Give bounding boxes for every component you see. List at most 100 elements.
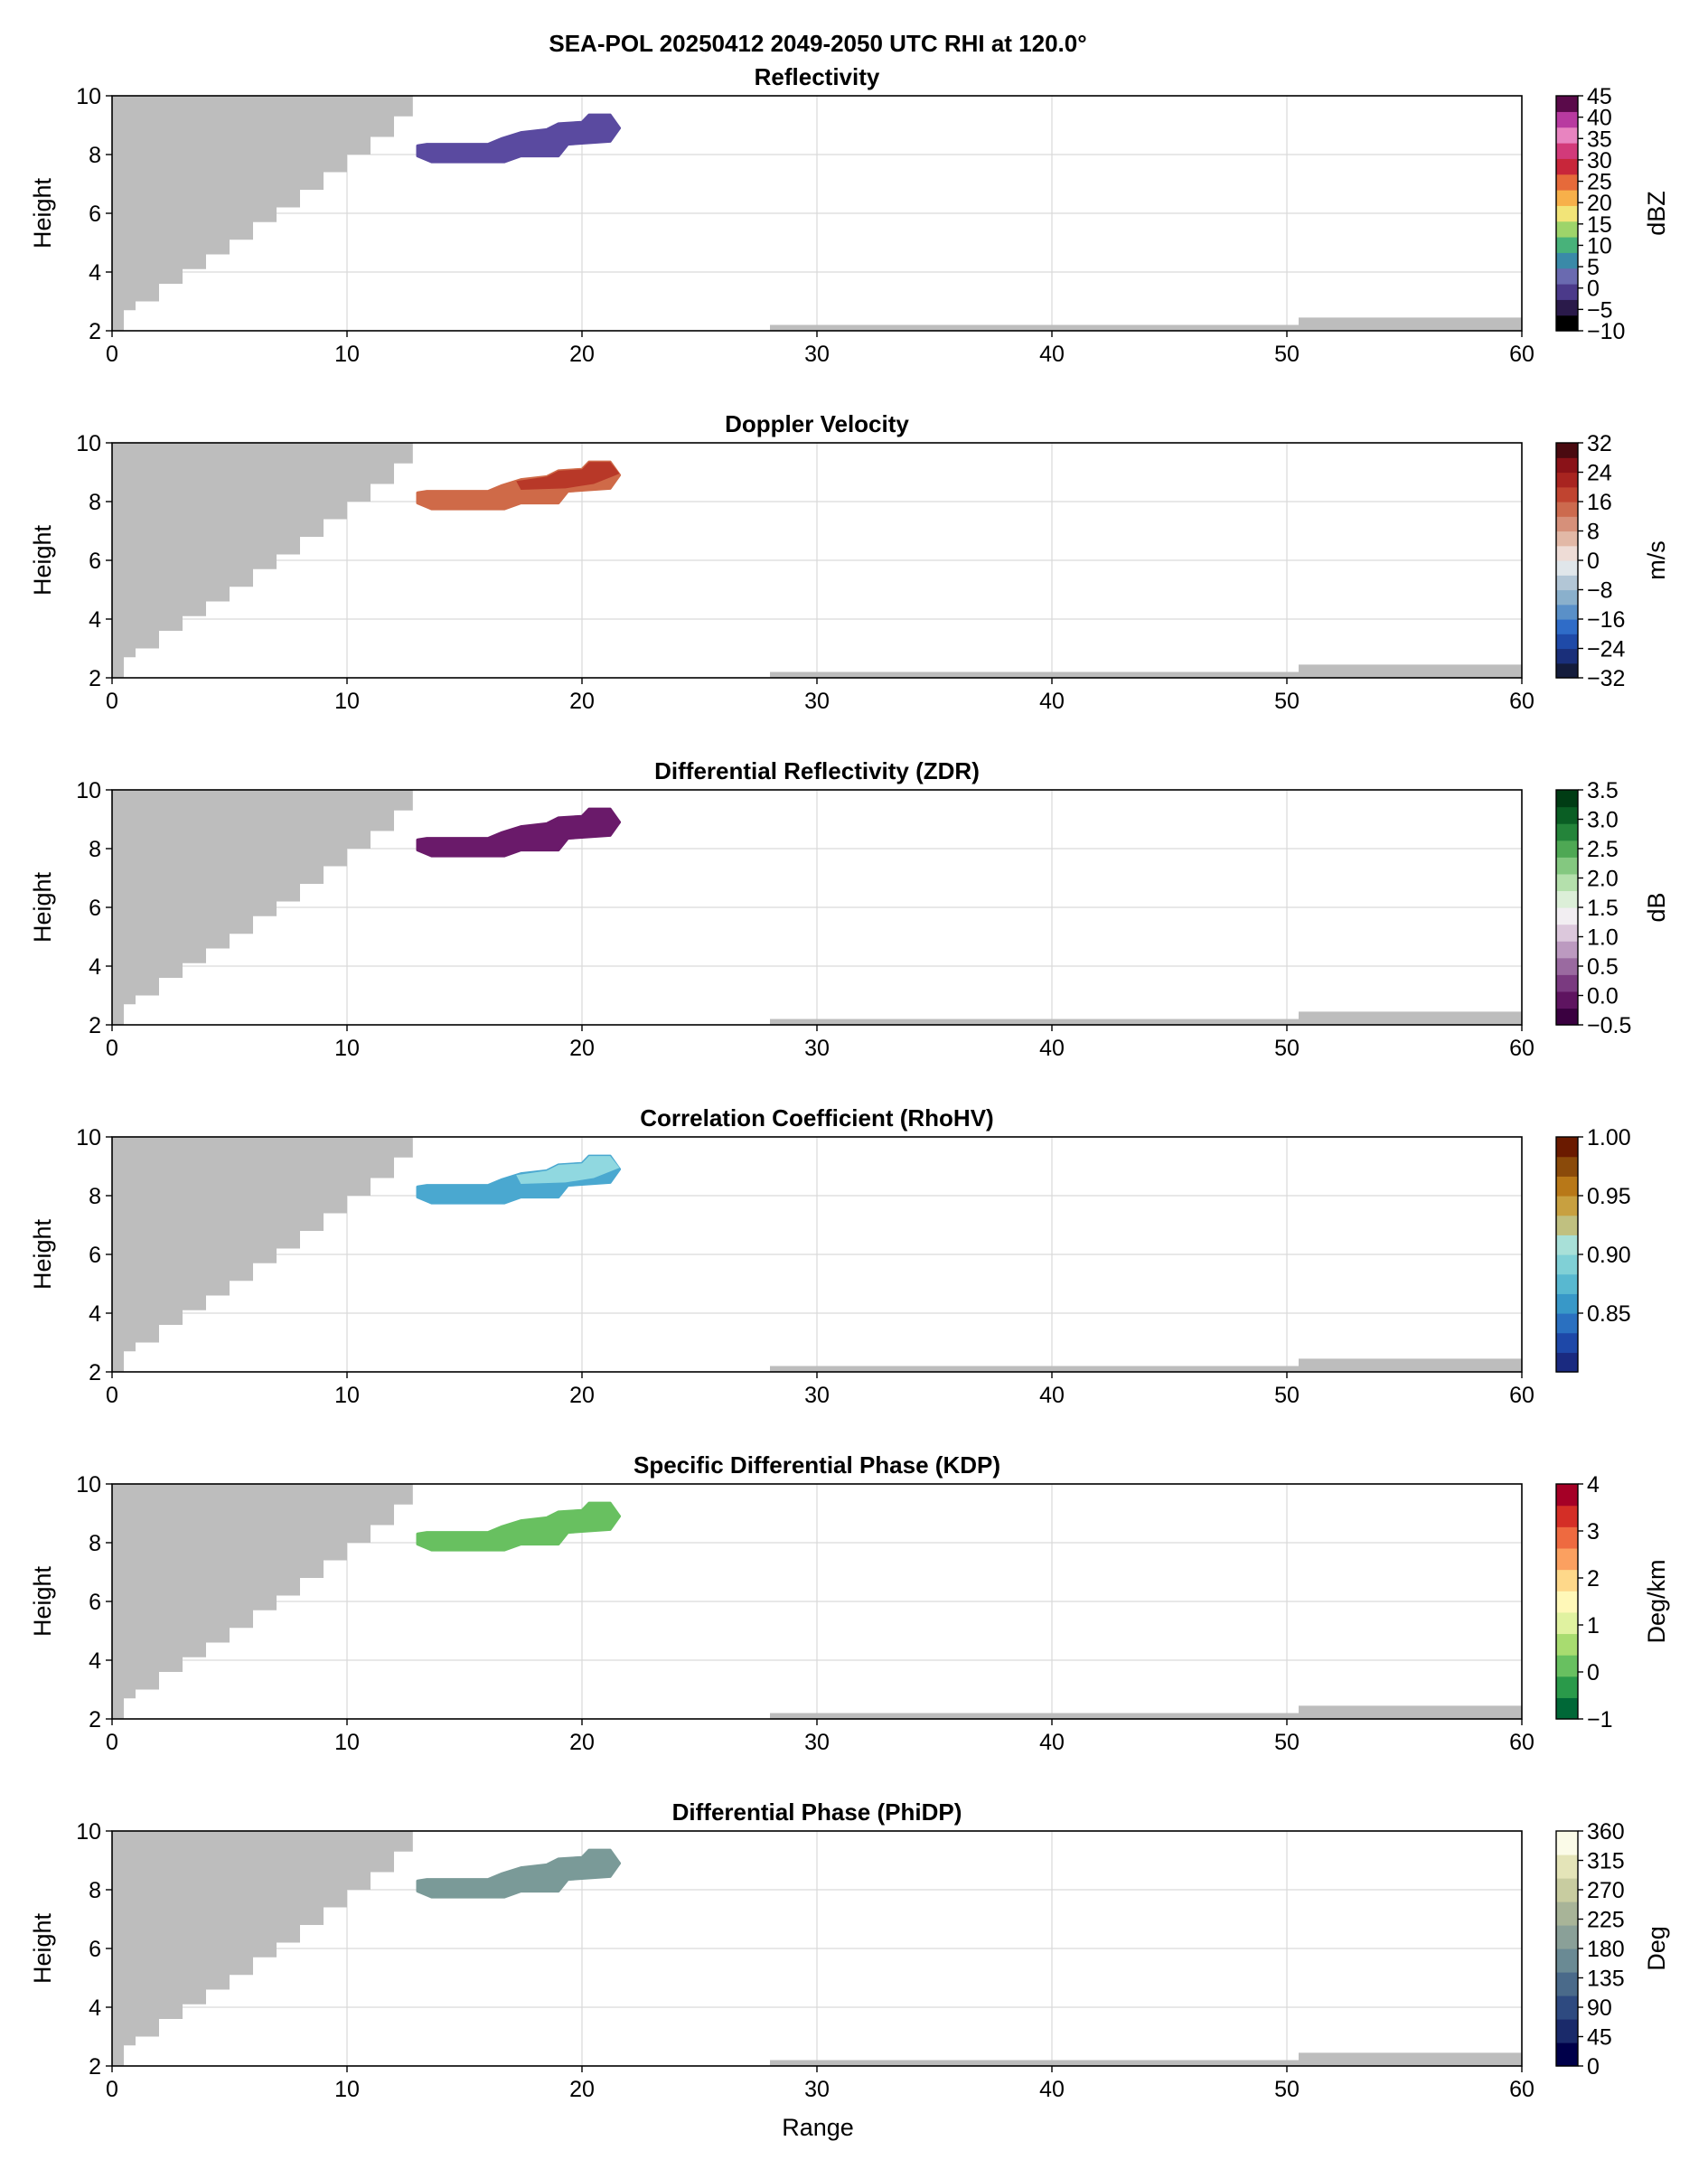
colorbar-segment xyxy=(1556,1526,1578,1549)
plot-area xyxy=(112,790,1522,1025)
colorbar-label: Deg/km xyxy=(1643,1559,1670,1643)
y-tick-label: 8 xyxy=(89,1878,101,1903)
y-tick-label: 4 xyxy=(89,954,101,980)
x-tick-label: 60 xyxy=(1509,689,1534,714)
colorbar-tick-label: −1 xyxy=(1587,1707,1613,1732)
y-tick-label: 4 xyxy=(89,260,101,286)
colorbar-tick-label: 0 xyxy=(1587,277,1600,302)
x-tick-label: 50 xyxy=(1274,1036,1300,1061)
colorbar-tick-label: 0.5 xyxy=(1587,954,1619,980)
panel-3: Differential Reflectivity (ZDR)0 10 20 30 40… xyxy=(29,757,1670,1061)
colorbar-segment xyxy=(1556,634,1578,650)
plot-area xyxy=(112,1831,1522,2066)
y-tick-label: 2 xyxy=(89,1360,101,1385)
x-tick-label: 40 xyxy=(1039,1036,1065,1061)
y-tick-label: 4 xyxy=(89,1301,101,1327)
x-tick-label: 30 xyxy=(804,2077,830,2102)
blockage-far-2 xyxy=(1299,1011,1522,1025)
colorbar-segment xyxy=(1556,840,1578,858)
colorbar-segment xyxy=(1556,502,1578,517)
x-tick-label: 0 xyxy=(106,342,118,367)
colorbar-segment xyxy=(1556,1505,1578,1527)
x-tick-label: 10 xyxy=(334,2077,360,2102)
colorbar-tick-label: 45 xyxy=(1587,2025,1612,2051)
colorbar-tick-label: 10 xyxy=(1587,233,1612,258)
x-tick-label: 20 xyxy=(569,2077,595,2102)
y-tick-label: 2 xyxy=(89,1707,101,1732)
blockage-far-1 xyxy=(770,1019,1299,1025)
x-tick-label: 40 xyxy=(1039,2077,1065,2102)
plot-area xyxy=(112,1484,1522,1719)
colorbar-segment xyxy=(1556,457,1578,474)
colorbar-segment xyxy=(1556,315,1578,332)
colorbar-segment xyxy=(1556,1196,1578,1216)
colorbar-frame xyxy=(1555,95,1579,332)
colorbar-segment xyxy=(1556,127,1578,144)
y-tick-label: 6 xyxy=(89,1590,101,1615)
colorbar-segment xyxy=(1556,443,1578,458)
y-tick-label: 6 xyxy=(89,896,101,921)
colorbar-tick-label: 3 xyxy=(1587,1519,1600,1545)
colorbar-segment xyxy=(1556,268,1578,285)
figure-suptitle: SEA-POL 20250412 2049-2050 UTC RHI at 12… xyxy=(549,30,1086,57)
colorbar-segment xyxy=(1556,545,1578,561)
colorbar-segment xyxy=(1556,991,1578,1009)
colorbar-tick-label: 3.0 xyxy=(1587,808,1619,833)
colorbar-tick-label: −5 xyxy=(1587,297,1613,323)
colorbar-segment xyxy=(1556,1273,1578,1294)
colorbar-segment xyxy=(1556,1655,1578,1677)
colorbar-segment xyxy=(1556,941,1578,959)
x-tick-label: 50 xyxy=(1274,1730,1300,1755)
colorbar-segment xyxy=(1556,1176,1578,1197)
colorbar-tick-label: −32 xyxy=(1587,666,1625,691)
colorbar-tick-label: −24 xyxy=(1587,637,1626,662)
x-tick-label: 10 xyxy=(334,1730,360,1755)
y-tick-label: 10 xyxy=(76,1819,101,1845)
colorbar-segment xyxy=(1556,790,1578,808)
colorbar-tick-label: 2.0 xyxy=(1587,867,1619,892)
colorbar-tick-label: 30 xyxy=(1587,148,1612,174)
colorbar-tick-label: 1.0 xyxy=(1587,925,1619,951)
x-tick-label: 0 xyxy=(106,1383,118,1408)
colorbar-segment xyxy=(1556,857,1578,875)
colorbar-segment xyxy=(1556,111,1578,128)
y-axis-label: Height xyxy=(29,1218,56,1290)
colorbar-tick-label: 1.00 xyxy=(1587,1125,1631,1150)
colorbar-segment xyxy=(1556,1591,1578,1613)
colorbar-segment xyxy=(1556,1676,1578,1698)
colorbar-tick-label: 1 xyxy=(1587,1613,1600,1638)
panel-title: Differential Phase (PhiDP) xyxy=(672,1798,962,1826)
colorbar-tick-label: 1.5 xyxy=(1587,896,1619,921)
colorbar-tick-label: 24 xyxy=(1587,461,1612,486)
colorbar-segment xyxy=(1556,174,1578,191)
blockage-near xyxy=(112,443,413,678)
colorbar-tick-label: 360 xyxy=(1587,1819,1625,1845)
x-tick-label: 20 xyxy=(569,1383,595,1408)
colorbar-segment xyxy=(1556,2019,1578,2043)
colorbar-segment xyxy=(1556,472,1578,488)
y-tick-label: 8 xyxy=(89,1184,101,1209)
colorbar-tick-label: 0.85 xyxy=(1587,1301,1631,1327)
y-tick-label: 4 xyxy=(89,1648,101,1674)
blockage-far-1 xyxy=(770,2060,1299,2066)
y-tick-label: 8 xyxy=(89,143,101,168)
colorbar-segment xyxy=(1556,1352,1578,1373)
colorbar-segment xyxy=(1556,1569,1578,1592)
x-tick-label: 50 xyxy=(1274,689,1300,714)
colorbar-segment xyxy=(1556,806,1578,824)
colorbar-tick-label: 0.0 xyxy=(1587,984,1619,1009)
colorbar-label: m/s xyxy=(1643,540,1670,580)
colorbar-segment xyxy=(1556,1995,1578,2020)
colorbar-tick-label: 4 xyxy=(1587,1472,1600,1498)
echo-core xyxy=(516,462,620,490)
plot-area xyxy=(112,443,1522,678)
echo-region xyxy=(416,807,622,858)
colorbar-segment xyxy=(1556,1972,1578,1996)
x-tick-label: 20 xyxy=(569,1730,595,1755)
colorbar-segment xyxy=(1556,924,1578,942)
blockage-far-1 xyxy=(770,671,1299,678)
colorbar-segment xyxy=(1556,486,1578,502)
colorbar-tick-label: 3.5 xyxy=(1587,778,1619,803)
y-tick-label: 8 xyxy=(89,837,101,862)
